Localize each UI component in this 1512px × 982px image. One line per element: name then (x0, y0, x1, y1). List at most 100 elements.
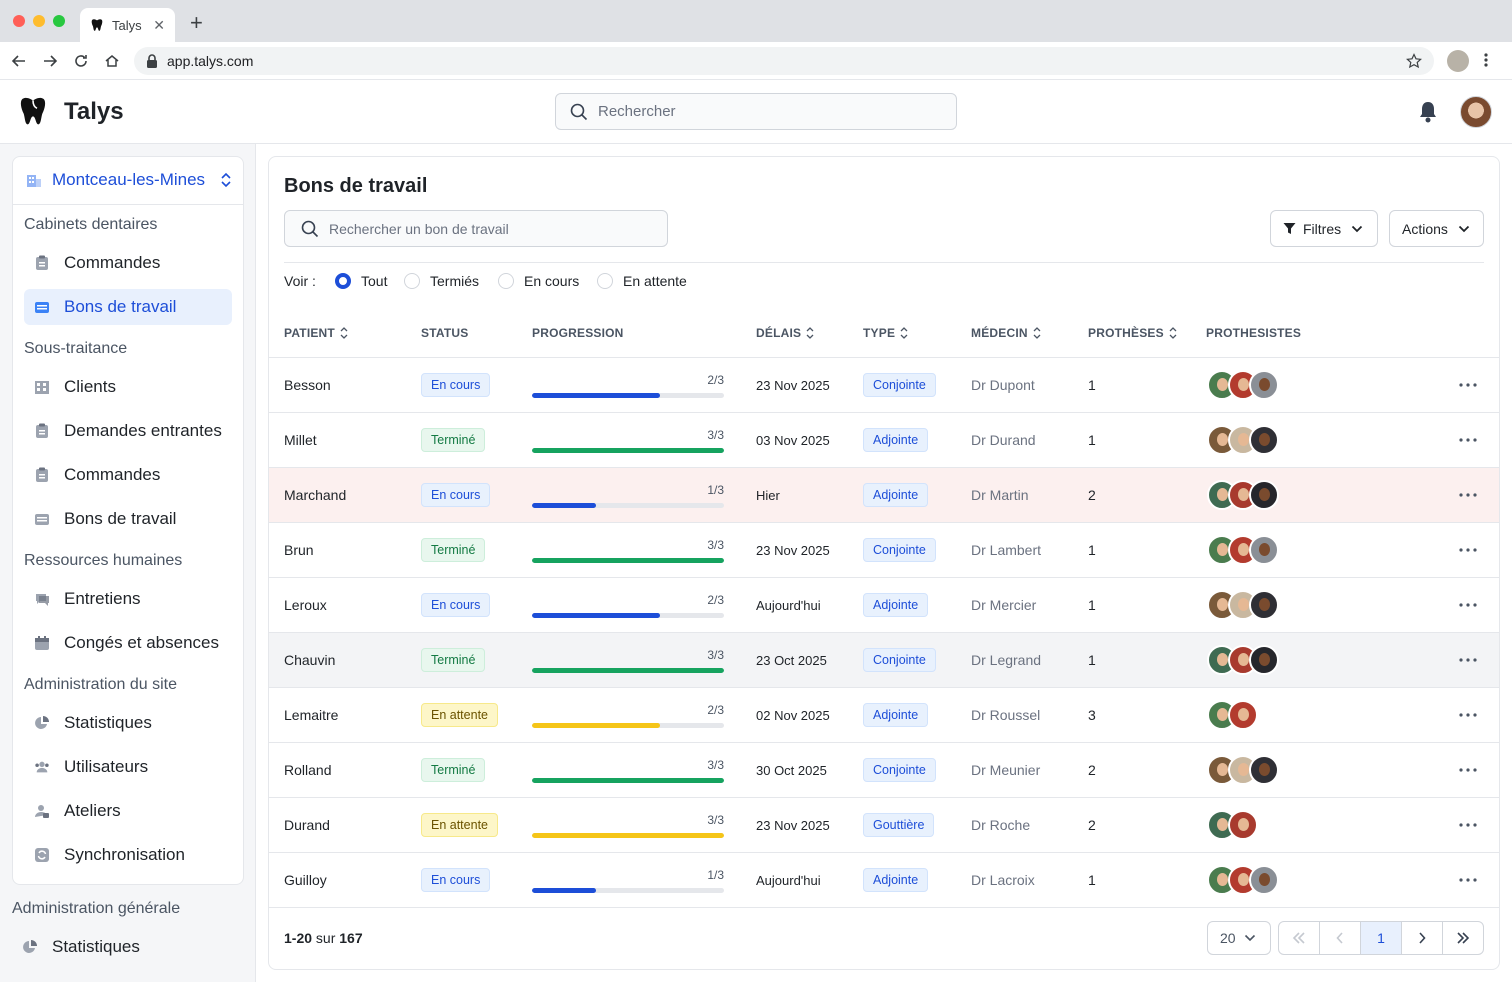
close-window-button[interactable] (13, 15, 25, 27)
cell-type: Adjointe (863, 468, 929, 522)
maximize-window-button[interactable] (53, 15, 65, 27)
back-arrow-icon[interactable] (10, 52, 28, 70)
chevron-updown-icon (221, 172, 231, 188)
home-icon[interactable] (103, 52, 121, 70)
table-row[interactable]: Chauvin Terminé 3/3 23 Oct 2025 Conjointe Dr … (269, 633, 1499, 688)
prothesiste-avatar[interactable] (1249, 370, 1279, 400)
actions-button[interactable]: Actions (1389, 210, 1484, 247)
table-row[interactable]: Leroux En cours 2/3 Aujourd'hui Adjointe Dr M… (269, 578, 1499, 633)
sidebar-item-synchronisation[interactable]: Synchronisation (24, 837, 232, 873)
next-page-button[interactable] (1402, 922, 1443, 954)
sidebar-item-utilisateurs[interactable]: Utilisateurs (24, 749, 232, 785)
sidebar-item-bons-de-travail-sous-traitance[interactable]: Bons de travail (24, 501, 232, 537)
row-more-button[interactable] (1459, 578, 1477, 632)
sidebar-item-statistiques-site[interactable]: Statistiques (24, 705, 232, 741)
col-header-protheses[interactable]: PROTHÈSES (1088, 326, 1177, 340)
tooth-logo-icon[interactable] (17, 94, 49, 128)
last-page-button[interactable] (1443, 922, 1483, 954)
table-row[interactable]: Besson En cours 2/3 23 Nov 2025 Conjointe Dr … (269, 358, 1499, 413)
progress-bar: 3/3 (532, 428, 724, 453)
prev-page-button[interactable] (1320, 922, 1361, 954)
row-more-button[interactable] (1459, 358, 1477, 412)
table-row[interactable]: Guilloy En cours 1/3 Aujourd'hui Adjointe Dr … (269, 853, 1499, 908)
progress-label: 2/3 (707, 703, 724, 717)
site-selector[interactable]: Montceau-les-Mines (12, 156, 244, 205)
sidebar-item-commandes-sous-traitance[interactable]: Commandes (24, 457, 232, 493)
avatar-group (1207, 810, 1258, 840)
table-row[interactable]: Rolland Terminé 3/3 30 Oct 2025 Conjointe Dr … (269, 743, 1499, 798)
reload-icon[interactable] (72, 52, 90, 70)
col-header-delais[interactable]: DÉLAIS (756, 326, 814, 340)
page-1-button[interactable]: 1 (1361, 922, 1402, 954)
table-row[interactable]: Millet Terminé 3/3 03 Nov 2025 Adjointe Dr Du… (269, 413, 1499, 468)
row-more-button[interactable] (1459, 468, 1477, 522)
row-more-button[interactable] (1459, 413, 1477, 467)
filters-button[interactable]: Filtres (1270, 210, 1378, 247)
col-header-patient[interactable]: PATIENT (284, 326, 348, 340)
bookmark-star-icon[interactable] (1406, 53, 1422, 69)
sidebar-item-entretiens[interactable]: Entretiens (24, 581, 232, 617)
sidebar-item-bons-de-travail-cabinets[interactable]: Bons de travail (24, 289, 232, 325)
prothesiste-avatar[interactable] (1249, 590, 1279, 620)
table-row[interactable]: Durand En attente 3/3 23 Nov 2025 Gouttière D… (269, 798, 1499, 853)
prothesiste-avatar[interactable] (1228, 810, 1258, 840)
status-badge: En cours (421, 868, 491, 892)
prothesiste-avatar[interactable] (1249, 480, 1279, 510)
row-more-button[interactable] (1459, 798, 1477, 852)
view-option-en-attente[interactable]: En attente (597, 273, 687, 289)
type-badge: Adjointe (863, 703, 929, 727)
cell-type: Conjointe (863, 358, 936, 412)
cell-status: En attente (421, 688, 498, 742)
row-more-button[interactable] (1459, 523, 1477, 577)
app-name: Talys (64, 98, 124, 125)
per-page-select[interactable]: 20 (1207, 921, 1271, 955)
bell-icon[interactable] (1417, 100, 1439, 124)
address-bar[interactable]: app.talys.com (134, 47, 1434, 75)
user-avatar[interactable] (1460, 96, 1492, 128)
sidebar-item-statistiques-generales[interactable]: Statistiques (12, 929, 220, 965)
cell-patient: Chauvin (284, 652, 336, 668)
bon-search-input[interactable]: Rechercher un bon de travail (284, 210, 668, 247)
table-row[interactable]: Brun Terminé 3/3 23 Nov 2025 Conjointe Dr Lam… (269, 523, 1499, 578)
prothesiste-avatar[interactable] (1249, 645, 1279, 675)
cell-status: En attente (421, 798, 498, 852)
tab-close-icon[interactable]: ✕ (153, 16, 165, 33)
prothesiste-avatar[interactable] (1249, 865, 1279, 895)
minimize-window-button[interactable] (33, 15, 45, 27)
first-page-button[interactable] (1279, 922, 1320, 954)
browser-profile-avatar[interactable] (1447, 50, 1469, 72)
prothesiste-avatar[interactable] (1228, 700, 1258, 730)
browser-menu-icon[interactable] (1484, 52, 1488, 73)
col-header-type[interactable]: TYPE (863, 326, 908, 340)
table-row[interactable]: Lemaitre En attente 2/3 02 Nov 2025 Adjointe… (269, 688, 1499, 743)
row-more-button[interactable] (1459, 688, 1477, 742)
sidebar-item-commandes-cabinets[interactable]: Commandes (24, 245, 232, 281)
sidebar-item-label: Ateliers (64, 801, 121, 820)
view-option-tout[interactable]: Tout (335, 273, 387, 289)
prothesiste-avatar[interactable] (1249, 535, 1279, 565)
prothesiste-avatar[interactable] (1249, 755, 1279, 785)
view-option-termines[interactable]: Termiés (404, 273, 479, 289)
forward-arrow-icon[interactable] (41, 52, 59, 70)
cell-medecin: Dr Lambert (971, 542, 1042, 558)
view-option-en-cours[interactable]: En cours (498, 273, 579, 289)
row-more-button[interactable] (1459, 743, 1477, 797)
table-row[interactable]: Marchand En cours 1/3 Hier Adjointe Dr Martin… (269, 468, 1499, 523)
sidebar-item-ateliers[interactable]: Ateliers (24, 793, 232, 829)
sidebar-item-label: Clients (64, 377, 116, 396)
sidebar-item-clients[interactable]: Clients (24, 369, 232, 405)
progress-label: 3/3 (707, 813, 724, 827)
sidebar-item-conges[interactable]: Congés et absences (24, 625, 232, 661)
prothesiste-avatar[interactable] (1249, 425, 1279, 455)
row-more-button[interactable] (1459, 853, 1477, 907)
browser-tab[interactable]: Talys ✕ (80, 8, 175, 42)
sync-icon (34, 847, 50, 863)
sidebar-item-demandes-entrantes[interactable]: Demandes entrantes (24, 413, 232, 449)
global-search-input[interactable]: Rechercher (555, 93, 957, 130)
col-header-status: STATUS (421, 326, 468, 340)
progress-fill (532, 723, 661, 728)
new-tab-icon[interactable]: + (190, 10, 203, 35)
row-more-button[interactable] (1459, 633, 1477, 687)
col-header-medecin[interactable]: MÉDECIN (971, 326, 1041, 340)
sort-icon (900, 327, 908, 339)
